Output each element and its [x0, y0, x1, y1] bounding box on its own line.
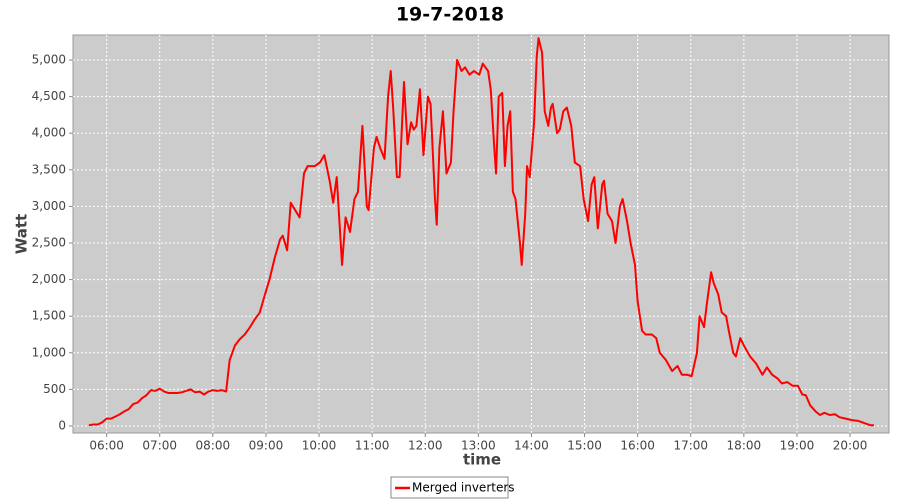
y-tick-label: 0: [58, 418, 66, 432]
y-tick-label: 1,000: [32, 345, 66, 359]
x-tick-label: 19:00: [780, 439, 815, 453]
y-tick-label: 4,000: [32, 126, 66, 140]
y-axis-label: Watt: [13, 214, 31, 254]
x-tick-label: 07:00: [142, 439, 177, 453]
x-axis-label: time: [463, 451, 501, 469]
y-tick-label: 5,000: [32, 53, 66, 67]
x-tick-label: 17:00: [673, 439, 708, 453]
x-tick-label: 15:00: [567, 439, 602, 453]
x-tick-label: 10:00: [302, 439, 337, 453]
y-tick-label: 1,500: [32, 309, 66, 323]
x-tick-label: 08:00: [196, 439, 231, 453]
y-tick-label: 500: [43, 382, 66, 396]
y-tick-label: 2,000: [32, 272, 66, 286]
legend: [390, 476, 509, 499]
x-tick-label: 09:00: [249, 439, 284, 453]
x-tick-label: 20:00: [833, 439, 868, 453]
y-tick-label: 3,000: [32, 199, 66, 213]
legend-label: Merged inverters: [412, 481, 515, 495]
x-tick-label: 06:00: [89, 439, 124, 453]
y-tick-label: 2,500: [32, 236, 66, 250]
x-tick-label: 18:00: [727, 439, 762, 453]
y-tick-label: 4,500: [32, 89, 66, 103]
data-line: [88, 37, 874, 427]
plot-area: [72, 34, 890, 434]
y-tick-label: 3,500: [32, 162, 66, 176]
chart-title: 19-7-2018: [396, 4, 504, 26]
x-tick-label: 16:00: [620, 439, 655, 453]
x-tick-label: 13:00: [461, 439, 496, 453]
x-tick-label: 11:00: [355, 439, 390, 453]
x-tick-label: 12:00: [408, 439, 443, 453]
x-tick-label: 14:00: [514, 439, 549, 453]
